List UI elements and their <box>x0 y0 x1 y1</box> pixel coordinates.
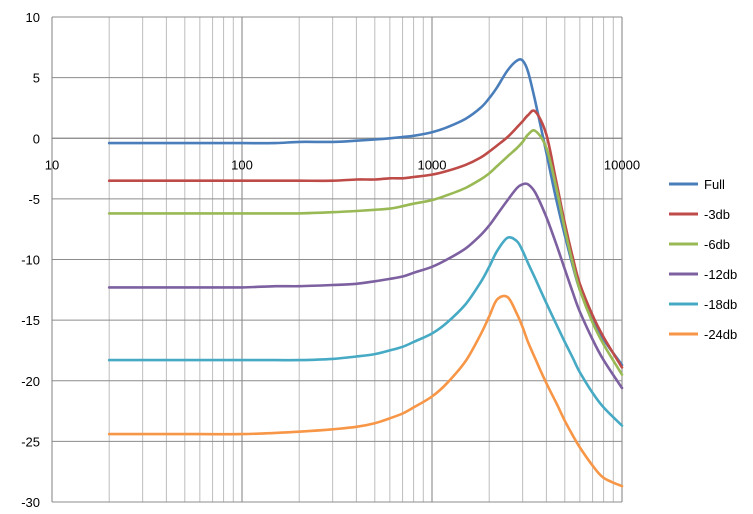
legend-label: -12db <box>704 267 737 282</box>
legend-label: -6db <box>704 237 730 252</box>
y-tick-label: -5 <box>28 192 40 207</box>
series-line-6db <box>107 129 624 376</box>
y-tick-label: -15 <box>21 313 40 328</box>
x-tick-label: 10 <box>45 157 59 172</box>
x-tick-label: 1000 <box>418 157 447 172</box>
legend-label: Full <box>704 177 725 192</box>
y-tick-label: 5 <box>33 71 40 86</box>
y-tick-label: -25 <box>21 434 40 449</box>
legend-item: -12db <box>669 267 737 282</box>
y-tick-label: 0 <box>33 131 40 146</box>
x-tick-labels: 10 100 1000 10000 <box>45 157 640 172</box>
series-line-full <box>107 58 624 367</box>
legend-item: -6db <box>669 237 730 252</box>
y-tick-label: -10 <box>21 253 40 268</box>
y-tick-label: -30 <box>21 495 40 510</box>
x-tick-label: 10000 <box>604 157 640 172</box>
legend-item: -24db <box>669 327 737 342</box>
y-tick-label: 10 <box>26 10 40 25</box>
series-line-24db <box>107 294 624 488</box>
series-lines <box>107 58 624 488</box>
x-tick-label: 100 <box>231 157 253 172</box>
legend-item: -18db <box>669 297 737 312</box>
legend-label: -18db <box>704 297 737 312</box>
legend-item: Full <box>669 177 725 192</box>
legend-item: -3db <box>669 207 730 222</box>
y-tick-label: -20 <box>21 374 40 389</box>
legend-label: -24db <box>704 327 737 342</box>
series-line-12db <box>107 182 624 390</box>
y-tick-labels: 10 5 0 -5 -10 -15 -20 -25 -30 <box>21 10 40 510</box>
plot-grid <box>51 16 623 503</box>
legend-label: -3db <box>704 207 730 222</box>
series-line-18db <box>107 235 624 427</box>
legend: Full -3db -6db -12db -18db -24db <box>669 177 737 342</box>
